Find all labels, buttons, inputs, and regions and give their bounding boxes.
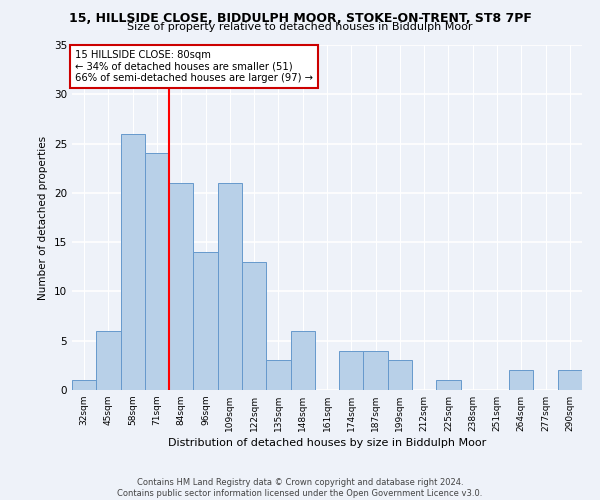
Bar — [364, 350, 388, 390]
Text: 15 HILLSIDE CLOSE: 80sqm
← 34% of detached houses are smaller (51)
66% of semi-d: 15 HILLSIDE CLOSE: 80sqm ← 34% of detach… — [74, 50, 313, 84]
Bar — [558, 370, 582, 390]
X-axis label: Distribution of detached houses by size in Biddulph Moor: Distribution of detached houses by size … — [168, 438, 486, 448]
Bar — [96, 331, 121, 390]
Bar — [193, 252, 218, 390]
Text: 15, HILLSIDE CLOSE, BIDDULPH MOOR, STOKE-ON-TRENT, ST8 7PF: 15, HILLSIDE CLOSE, BIDDULPH MOOR, STOKE… — [68, 12, 532, 26]
Bar — [169, 183, 193, 390]
Bar — [290, 331, 315, 390]
Bar — [218, 183, 242, 390]
Bar — [242, 262, 266, 390]
Bar — [266, 360, 290, 390]
Bar — [339, 350, 364, 390]
Bar — [436, 380, 461, 390]
Bar — [121, 134, 145, 390]
Bar — [388, 360, 412, 390]
Bar — [509, 370, 533, 390]
Text: Contains HM Land Registry data © Crown copyright and database right 2024.
Contai: Contains HM Land Registry data © Crown c… — [118, 478, 482, 498]
Bar — [145, 154, 169, 390]
Bar — [72, 380, 96, 390]
Y-axis label: Number of detached properties: Number of detached properties — [38, 136, 49, 300]
Text: Size of property relative to detached houses in Biddulph Moor: Size of property relative to detached ho… — [127, 22, 473, 32]
